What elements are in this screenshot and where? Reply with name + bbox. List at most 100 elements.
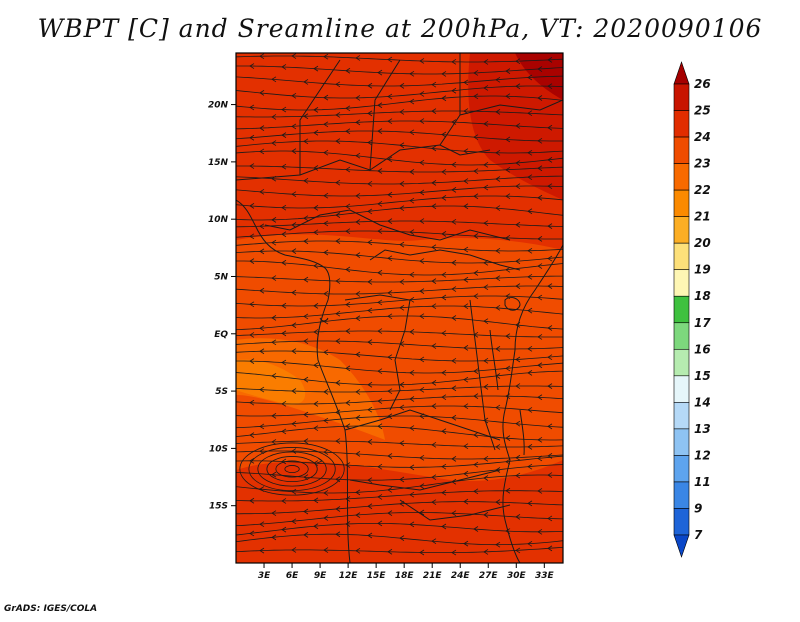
streamline-arrow	[387, 487, 393, 493]
streamline-arrow	[249, 332, 255, 338]
streamline-arrow	[335, 310, 341, 317]
streamline-arrow	[483, 85, 489, 91]
streamline	[236, 395, 563, 405]
streamline-arrow	[291, 348, 297, 354]
streamline-arrow	[441, 369, 447, 376]
streamline-arrow	[505, 333, 511, 339]
streamline-arrow	[505, 93, 511, 100]
streamline-arrow	[473, 331, 479, 338]
streamline-arrow	[505, 193, 511, 200]
streamline-arrow	[249, 432, 255, 438]
streamline	[236, 330, 563, 338]
streamline-arrow	[515, 258, 521, 265]
streamline-arrow	[345, 266, 351, 273]
lon-tick-label: 24E	[451, 571, 471, 581]
colorbar-label: 24	[694, 130, 711, 144]
colorbar-label: 18	[694, 289, 711, 303]
streamline-arrow	[323, 53, 329, 60]
streamline-arrow	[451, 315, 457, 321]
streamline-arrow	[259, 248, 265, 255]
streamline-arrow	[377, 69, 383, 76]
streamline-arrow	[281, 458, 287, 465]
streamline-arrow	[335, 380, 341, 386]
streamline-arrow	[399, 241, 405, 248]
streamline-arrow	[463, 498, 469, 505]
streamline-arrow	[303, 376, 309, 383]
streamline-arrow	[249, 530, 255, 537]
colorbar-swatch	[673, 455, 690, 483]
streamline-arrow	[473, 70, 479, 76]
streamline-arrow	[515, 322, 521, 328]
streamline-arrow	[527, 540, 533, 547]
streamline	[236, 185, 563, 197]
streamline-arrow	[419, 288, 425, 294]
streamline-arrow	[473, 393, 479, 399]
streamline-arrow	[323, 449, 329, 455]
streamline-arrow	[377, 269, 383, 276]
streamline-arrow	[249, 497, 255, 504]
streamline-arrow	[355, 193, 361, 199]
field-22-tongue	[236, 338, 385, 440]
streamline-arrow	[537, 137, 543, 144]
streamline-arrow	[377, 168, 383, 174]
streamline-arrow	[463, 303, 469, 310]
streamline-arrow	[483, 259, 489, 266]
streamline-arrow	[291, 53, 297, 59]
colorbar-swatch	[673, 242, 690, 271]
streamline-arrow	[377, 102, 383, 109]
streamline-arrow	[505, 487, 511, 494]
streamline-arrow	[345, 228, 351, 235]
streamline-arrow	[463, 108, 469, 114]
streamline-arrow	[537, 436, 543, 443]
streamline-arrow	[495, 205, 501, 211]
streamline-arrow	[281, 400, 287, 407]
streamline-arrow	[547, 255, 553, 262]
streamline-arrow	[271, 217, 277, 223]
streamline	[236, 360, 563, 374]
streamline-arrow	[355, 489, 361, 496]
lon-tick-label: 15E	[367, 571, 387, 581]
streamline-arrow	[355, 219, 361, 225]
streamline-arrow	[259, 348, 265, 355]
streamline-arrow	[259, 53, 265, 60]
streamline-arrow	[505, 365, 511, 372]
streamline-arrow	[259, 188, 265, 195]
streamline-arrow	[537, 165, 543, 172]
streamline-arrow	[367, 532, 373, 539]
streamline-arrow	[377, 494, 383, 500]
border-lower	[399, 499, 511, 521]
streamline-arrow	[313, 329, 319, 335]
streamline-arrow	[409, 329, 415, 335]
streamline-arrow	[313, 229, 319, 236]
colorbar-swatch	[673, 508, 690, 536]
streamline-arrow	[483, 220, 489, 227]
streamline-arrow	[547, 545, 553, 552]
streamline-arrow	[451, 218, 457, 225]
streamline-arrow	[355, 512, 361, 518]
colorbar-swatch	[673, 83, 690, 111]
streamline-arrow	[377, 423, 383, 430]
streamline-arrow	[249, 399, 255, 406]
streamline-arrow	[355, 291, 361, 297]
streamline-arrow	[271, 373, 277, 379]
lon-tick-label: 18E	[395, 571, 415, 581]
colorbar-label: 13	[694, 422, 711, 436]
lon-tick-label: 6E	[286, 571, 299, 581]
streamline	[236, 425, 563, 441]
streamline-arrow	[355, 451, 361, 457]
streamline-arrow	[441, 169, 447, 175]
streamline-arrow	[249, 134, 255, 141]
streamline-arrow	[463, 540, 469, 547]
streamline-arrow	[515, 356, 521, 363]
streamline-arrow	[399, 341, 405, 347]
streamline-arrow	[271, 76, 277, 83]
streamline-arrow	[313, 303, 319, 309]
streamline-arrow	[409, 369, 415, 376]
streamline-arrow	[367, 239, 373, 246]
streamline-arrow	[527, 370, 533, 376]
streamline-arrow	[537, 394, 543, 401]
streamline-arrow	[431, 403, 437, 409]
streamline-arrow	[323, 349, 329, 356]
streamline-arrow	[387, 93, 393, 100]
field-21-patch	[236, 359, 306, 405]
